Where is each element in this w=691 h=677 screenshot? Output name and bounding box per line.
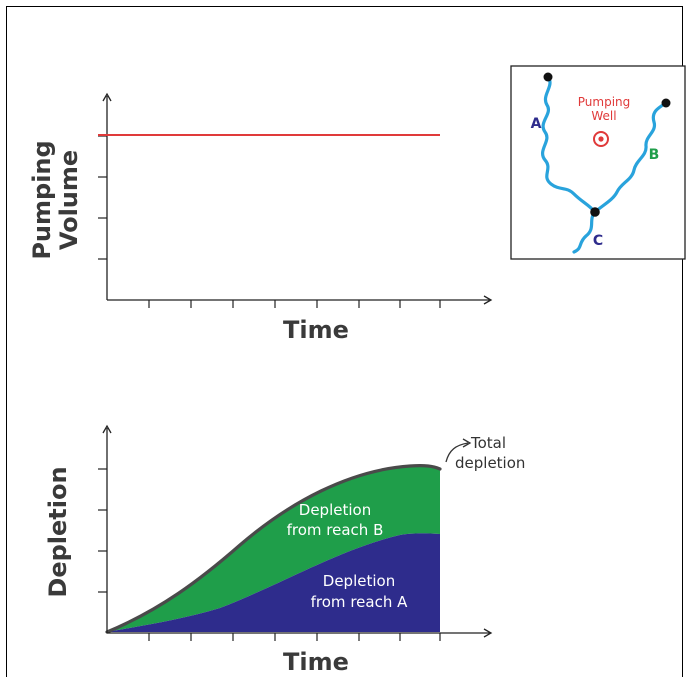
- total-depletion-label-line1: Total: [470, 434, 506, 452]
- reach-a-area-label-line1: Depletion: [323, 572, 395, 590]
- river-reach-c: [572, 210, 597, 254]
- depletion-chart: Depletion from reach B Depletion from re…: [44, 424, 525, 676]
- reach-a-area-label-line2: from reach A: [311, 593, 408, 611]
- total-depletion-callout-arrowhead: [462, 438, 472, 448]
- pumping-well-label-line1: Pumping: [578, 95, 631, 109]
- reach-b-endpoint: [661, 98, 671, 108]
- area-depletion-reach-a: [107, 533, 440, 632]
- depletion-x-ticks: [148, 633, 441, 641]
- depletion-xlabel: Time: [283, 648, 349, 676]
- reach-b-area-label-line1: Depletion: [299, 501, 371, 519]
- pumping-chart: Pumping Volume Time: [28, 92, 493, 344]
- figure-frame: [6, 6, 683, 677]
- depletion-x-axis-arrow: [483, 628, 493, 638]
- depletion-ylabel: Depletion: [44, 466, 72, 597]
- reach-b-label: B: [649, 147, 660, 163]
- reach-c-label: C: [593, 233, 603, 249]
- river-reach-a: [541, 75, 597, 214]
- pumping-well-label-line2: Well: [591, 109, 616, 123]
- total-depletion-label-line2: depletion: [455, 454, 525, 472]
- river-reach-b: [593, 101, 668, 214]
- total-depletion-curve: [105, 464, 442, 634]
- reach-b-area-label-line2: from reach B: [287, 521, 384, 539]
- inset-map-border: [510, 65, 686, 260]
- inset-map: Pumping Well A B C: [510, 65, 686, 260]
- pumping-x-axis-arrow: [483, 295, 493, 305]
- pumping-x-ticks: [148, 300, 441, 308]
- reach-a-label: A: [531, 116, 542, 132]
- pumping-ylabel-line1: Pumping: [28, 140, 56, 259]
- pumping-xlabel: Time: [283, 316, 349, 344]
- total-depletion-callout-arrow: [445, 442, 469, 463]
- area-depletion-reach-b: [107, 465, 440, 632]
- reach-a-endpoint: [543, 72, 553, 82]
- pumping-y-axis-arrow: [102, 92, 112, 102]
- depletion-y-ticks: [98, 468, 107, 593]
- pumping-y-ticks: [98, 135, 107, 260]
- confluence-node: [590, 207, 600, 217]
- depletion-y-axis-arrow: [102, 424, 112, 434]
- pumping-well-dot: [598, 136, 604, 142]
- pumping-ylabel-line2: Volume: [55, 150, 83, 250]
- pumping-well-icon: [593, 131, 609, 147]
